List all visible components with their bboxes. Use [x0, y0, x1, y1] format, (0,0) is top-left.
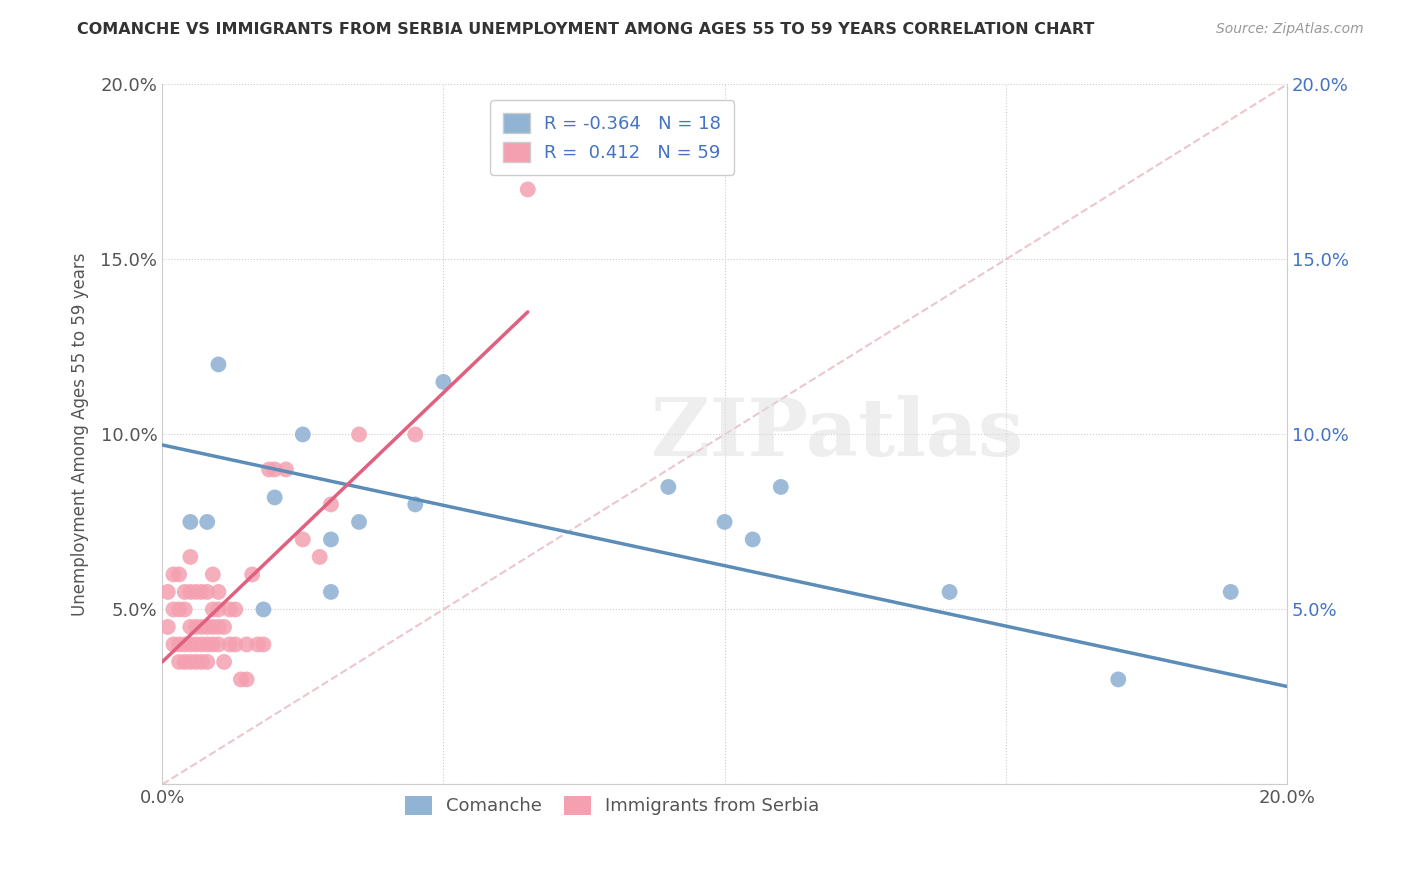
Point	[201, 567, 224, 582]
Point	[432, 375, 454, 389]
Y-axis label: Unemployment Among Ages 55 to 59 years: Unemployment Among Ages 55 to 59 years	[72, 252, 89, 616]
Point	[167, 637, 190, 651]
Point	[713, 515, 735, 529]
Point	[218, 637, 240, 651]
Point	[218, 602, 240, 616]
Point	[291, 427, 314, 442]
Point	[1219, 585, 1241, 599]
Point	[173, 602, 195, 616]
Point	[246, 637, 269, 651]
Point	[207, 637, 229, 651]
Point	[190, 637, 212, 651]
Point	[252, 637, 274, 651]
Point	[207, 585, 229, 599]
Point	[195, 515, 218, 529]
Text: Source: ZipAtlas.com: Source: ZipAtlas.com	[1216, 22, 1364, 37]
Point	[195, 637, 218, 651]
Point	[184, 637, 207, 651]
Point	[179, 515, 201, 529]
Point	[224, 602, 246, 616]
Point	[179, 549, 201, 564]
Point	[229, 673, 252, 687]
Point	[184, 585, 207, 599]
Point	[657, 480, 679, 494]
Point	[938, 585, 960, 599]
Point	[404, 427, 426, 442]
Point	[162, 567, 184, 582]
Point	[190, 585, 212, 599]
Point	[167, 567, 190, 582]
Point	[319, 585, 342, 599]
Point	[201, 602, 224, 616]
Point	[167, 602, 190, 616]
Point	[173, 655, 195, 669]
Point	[179, 585, 201, 599]
Point	[173, 585, 195, 599]
Point	[257, 462, 280, 476]
Point	[179, 655, 201, 669]
Legend: Comanche, Immigrants from Serbia: Comanche, Immigrants from Serbia	[395, 787, 828, 824]
Point	[347, 515, 370, 529]
Point	[404, 498, 426, 512]
Point	[162, 602, 184, 616]
Point	[173, 637, 195, 651]
Point	[179, 620, 201, 634]
Point	[319, 498, 342, 512]
Point	[240, 567, 263, 582]
Point	[184, 655, 207, 669]
Point	[769, 480, 792, 494]
Point	[263, 462, 285, 476]
Point	[201, 637, 224, 651]
Point	[224, 637, 246, 651]
Point	[162, 637, 184, 651]
Point	[195, 585, 218, 599]
Text: ZIPatlas: ZIPatlas	[651, 395, 1024, 474]
Point	[347, 427, 370, 442]
Text: COMANCHE VS IMMIGRANTS FROM SERBIA UNEMPLOYMENT AMONG AGES 55 TO 59 YEARS CORREL: COMANCHE VS IMMIGRANTS FROM SERBIA UNEMP…	[77, 22, 1095, 37]
Point	[207, 620, 229, 634]
Point	[207, 358, 229, 372]
Point	[252, 602, 274, 616]
Point	[274, 462, 297, 476]
Point	[308, 549, 330, 564]
Point	[156, 585, 179, 599]
Point	[212, 655, 235, 669]
Point	[319, 533, 342, 547]
Point	[207, 602, 229, 616]
Point	[235, 637, 257, 651]
Point	[195, 655, 218, 669]
Point	[291, 533, 314, 547]
Point	[1107, 673, 1129, 687]
Point	[201, 620, 224, 634]
Point	[167, 655, 190, 669]
Point	[156, 620, 179, 634]
Point	[190, 655, 212, 669]
Point	[184, 620, 207, 634]
Point	[212, 620, 235, 634]
Point	[190, 620, 212, 634]
Point	[741, 533, 763, 547]
Point	[235, 673, 257, 687]
Point	[179, 637, 201, 651]
Point	[263, 491, 285, 505]
Point	[195, 620, 218, 634]
Point	[516, 182, 538, 196]
